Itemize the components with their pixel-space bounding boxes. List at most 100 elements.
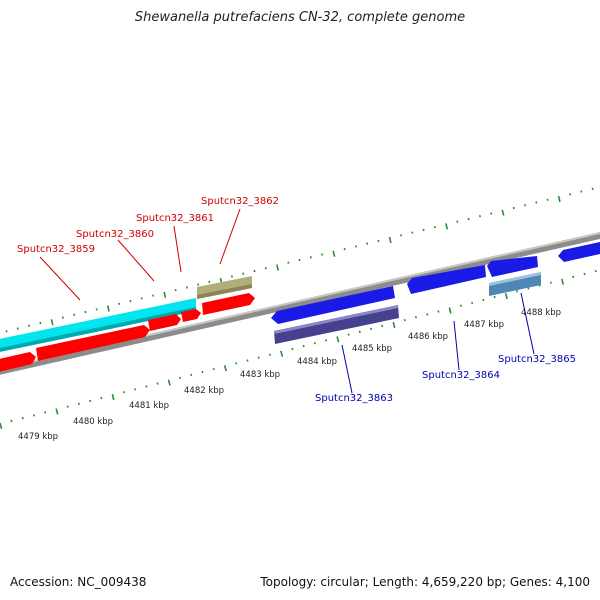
minor-tick	[370, 327, 373, 330]
minor-tick	[594, 269, 597, 273]
minor-tick	[549, 281, 552, 284]
major-tick	[111, 394, 115, 401]
minor-tick	[152, 294, 155, 297]
gene-label[interactable]: Sputcn32_3863	[315, 393, 393, 404]
minor-tick	[197, 283, 200, 286]
steel-feature-highlight	[489, 272, 541, 286]
minor-tick	[400, 234, 403, 237]
kbp-label: 4483 kbp	[240, 370, 280, 380]
minor-tick	[512, 206, 515, 210]
minor-tick	[583, 272, 586, 276]
kbp-label: 4485 kbp	[352, 344, 392, 354]
major-tick	[332, 250, 336, 257]
minor-tick	[403, 318, 406, 322]
minor-tick	[347, 333, 350, 336]
kbp-label: 4479 kbp	[18, 432, 58, 442]
major-tick	[50, 319, 54, 326]
minor-tick	[591, 187, 594, 190]
kbp-label: 4487 kbp	[464, 320, 504, 330]
major-tick	[55, 408, 59, 415]
minor-tick	[95, 308, 98, 311]
minor-tick	[313, 342, 316, 345]
major-tick	[163, 291, 167, 298]
kbp-label: 4480 kbp	[73, 417, 113, 427]
minor-tick	[325, 339, 328, 342]
minor-tick	[381, 324, 384, 328]
minor-tick	[478, 215, 481, 218]
minor-tick	[302, 344, 305, 348]
kbp-label: 4484 kbp	[297, 357, 337, 367]
minor-tick	[66, 405, 69, 408]
minor-tick	[179, 376, 182, 380]
kbp-label: 4481 kbp	[129, 401, 169, 411]
gene-label[interactable]: Sputcn32_3862	[201, 196, 279, 207]
minor-tick	[437, 310, 440, 313]
kbp-label: 4482 kbp	[184, 386, 224, 396]
minor-tick	[414, 316, 417, 319]
minor-tick	[100, 396, 103, 400]
minor-tick	[321, 253, 324, 256]
gene-label[interactable]: Sputcn32_3859	[17, 244, 95, 255]
gene-label[interactable]: Sputcn32_3860	[76, 229, 154, 240]
minor-tick	[264, 267, 267, 270]
minor-tick	[309, 256, 312, 259]
minor-tick	[524, 204, 527, 207]
dark-feature-bar[interactable]	[274, 305, 399, 344]
accession-text: Accession: NC_009438	[10, 575, 147, 589]
minor-tick	[156, 382, 159, 385]
gene-arrow-3864b[interactable]	[487, 256, 538, 277]
gene-arrow-3865[interactable]	[558, 242, 600, 262]
minor-tick	[482, 298, 485, 302]
minor-tick	[471, 301, 474, 305]
major-tick	[557, 195, 561, 203]
minor-tick	[145, 385, 148, 388]
minor-tick	[44, 411, 47, 414]
gene-arrow-3863a[interactable]	[271, 286, 395, 324]
minor-tick	[28, 324, 31, 327]
gene-arrow-3861[interactable]	[181, 309, 201, 322]
minor-tick	[212, 367, 215, 371]
gene-leader-lines	[39, 208, 535, 394]
gene-label[interactable]: Sputcn32_3864	[422, 370, 500, 381]
minor-tick	[61, 316, 64, 319]
topology-summary-text: Topology: circular; Length: 4,659,220 bp…	[260, 575, 590, 589]
major-tick	[336, 336, 340, 343]
major-tick	[448, 307, 452, 314]
major-tick	[561, 278, 565, 285]
dark-feature-highlight	[274, 305, 398, 334]
minor-tick	[354, 245, 357, 248]
minor-tick	[291, 347, 294, 351]
minor-tick	[39, 321, 42, 325]
major-tick	[501, 209, 505, 216]
gene-label[interactable]: Sputcn32_3861	[136, 213, 214, 224]
minor-tick	[433, 225, 436, 229]
minor-tick	[10, 419, 13, 423]
minor-tick	[422, 228, 425, 232]
major-tick	[392, 321, 396, 329]
steel-feature-bar[interactable]	[489, 272, 541, 296]
minor-tick	[122, 391, 125, 394]
major-tick	[388, 236, 392, 244]
minor-tick	[89, 399, 92, 403]
major-tick	[504, 292, 508, 300]
forward-strand-features	[0, 276, 255, 374]
gene-arrow-3860[interactable]	[148, 314, 181, 331]
genome-backbone-highlight	[0, 232, 600, 370]
kbp-label: 4488 kbp	[521, 308, 561, 318]
gene-labels: Sputcn32_3859 Sputcn32_3860 Sputcn32_386…	[17, 196, 576, 404]
minor-tick	[516, 290, 519, 293]
minor-tick	[377, 239, 380, 243]
minor-tick	[201, 370, 204, 374]
major-tick	[106, 305, 110, 312]
gene-arrow-3859a[interactable]	[0, 352, 36, 374]
gene-arrow-3862[interactable]	[202, 293, 255, 315]
minor-tick	[467, 217, 470, 221]
gene-label[interactable]: Sputcn32_3865	[498, 354, 576, 365]
major-tick	[276, 264, 279, 271]
gene-arrow-3864a[interactable]	[407, 265, 486, 294]
minor-tick	[546, 198, 549, 201]
minor-tick	[190, 373, 193, 377]
gene-arrow-3859[interactable]	[36, 325, 150, 361]
